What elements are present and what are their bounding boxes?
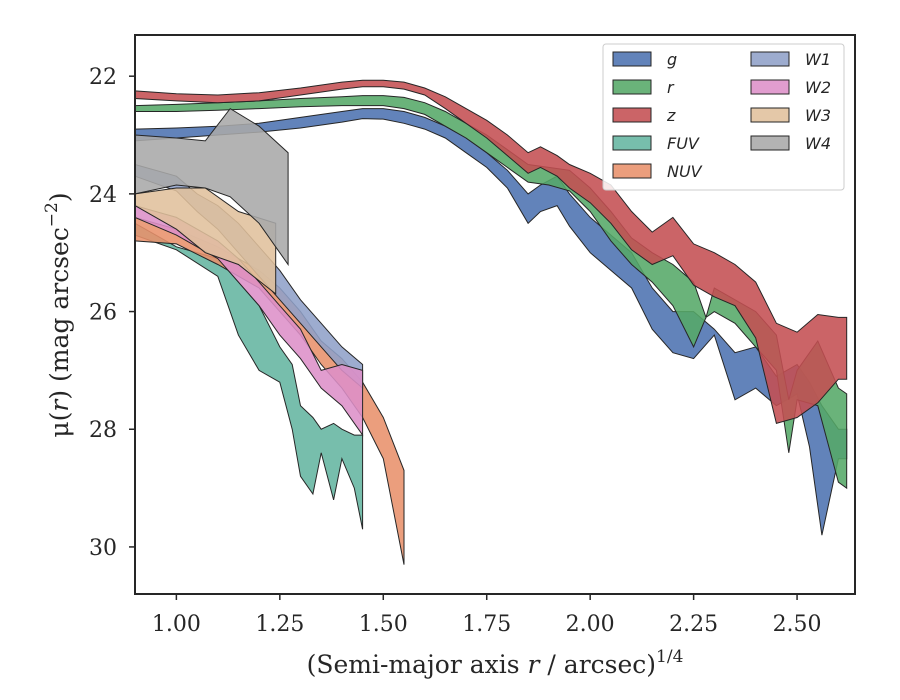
legend-swatch-fuv: [612, 135, 652, 151]
x-tick-label: 2.00: [566, 612, 615, 637]
legend-swatch-r: [612, 79, 652, 95]
y-tick-label: 26: [89, 301, 117, 326]
legend-label-nuv: NUV: [667, 162, 703, 181]
y-axis-title: μ(r) (mag arcsec−2): [42, 192, 74, 437]
legend-label-z: z: [666, 106, 676, 125]
y-tick-label: 22: [89, 65, 117, 90]
y-tick-label: 28: [89, 418, 117, 443]
legend: grz FUV NUV W1 W2 W3 W4: [602, 43, 845, 191]
band-z: [134, 79, 848, 425]
y-tick-label: 24: [89, 183, 117, 208]
x-tick-label: 1.25: [255, 612, 304, 637]
x-tick-label: 2.25: [669, 612, 718, 637]
plot-frame: [134, 34, 856, 595]
legend-swatch-w3: [750, 107, 790, 123]
legend-label-w1: W1: [805, 50, 831, 69]
legend-label-fuv: FUV: [667, 134, 700, 153]
legend-label-w2: W2: [805, 78, 831, 97]
x-tick-label: 2.50: [773, 612, 822, 637]
band-fuv: [134, 222, 364, 530]
band-w4: [134, 107, 289, 267]
legend-swatch-nuv: [612, 163, 652, 179]
legend-swatch-w1: [750, 51, 790, 67]
legend-label-w4: W4: [805, 134, 831, 153]
y-axis: 22 24 26 28 30: [89, 65, 135, 561]
x-tick-label: 1.50: [359, 612, 408, 637]
legend-swatch-w2: [750, 79, 790, 95]
legend-swatch-g: [612, 51, 652, 67]
y-tick-label: 30: [89, 536, 117, 561]
legend-label-w3: W3: [805, 106, 831, 125]
x-axis: 1.00 1.25 1.50 1.75 2.00 2.25 2.50: [152, 594, 822, 637]
x-tick-label: 1.00: [152, 612, 201, 637]
band-w3: [134, 187, 277, 295]
legend-label-g: g: [667, 50, 677, 69]
legend-swatch-z: [612, 107, 652, 123]
legend-swatch-w4: [750, 135, 790, 151]
x-tick-label: 1.75: [462, 612, 511, 637]
legend-label-r: r: [667, 78, 675, 97]
series-bands: [134, 79, 848, 565]
x-axis-title: (Semi-major axis r / arcsec)1/4: [307, 647, 684, 679]
